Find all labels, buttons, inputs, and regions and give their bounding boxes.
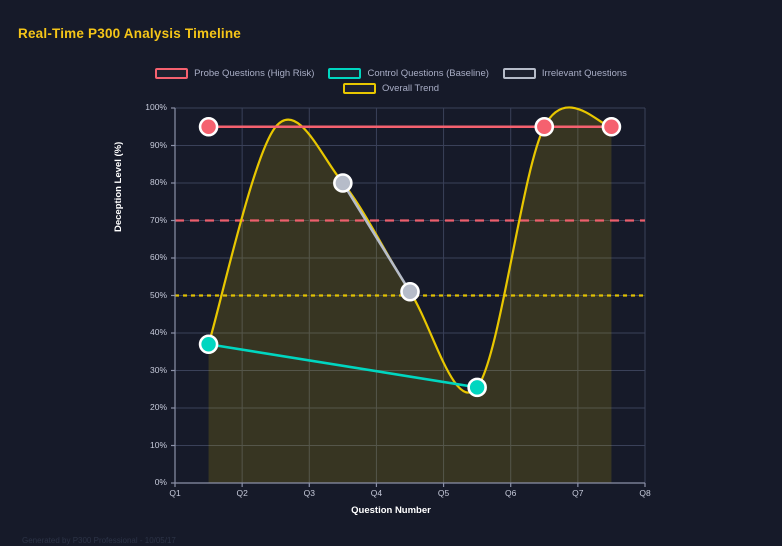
chart-legend: Probe Questions (High Risk) Control Quest… bbox=[0, 68, 782, 94]
y-axis-tick: 60% bbox=[149, 252, 167, 262]
y-axis-tick: 90% bbox=[149, 139, 167, 150]
page-title: Real-Time P300 Analysis Timeline bbox=[18, 26, 242, 41]
legend-probe[interactable]: Probe Questions (High Risk) bbox=[155, 68, 314, 79]
x-axis-tick: Q2 bbox=[236, 488, 248, 498]
data-point-control-questions-baseline[interactable] bbox=[198, 334, 219, 355]
data-point-probe-questions-high-risk[interactable] bbox=[198, 116, 219, 137]
series-line-irrelevant-questions bbox=[341, 181, 412, 294]
y-axis-tick: 100% bbox=[145, 102, 167, 112]
y-axis-tick: 80% bbox=[149, 177, 167, 187]
data-point-probe-questions-high-risk[interactable] bbox=[601, 116, 622, 137]
y-axis-tick: 20% bbox=[149, 402, 167, 412]
y-axis-tick: 70% bbox=[149, 214, 167, 225]
y-axis-tick: 40% bbox=[149, 327, 167, 337]
data-point-irrelevant-questions[interactable] bbox=[400, 281, 420, 302]
x-axis-tick: Q3 bbox=[303, 488, 315, 498]
legend-row: Overall Trend bbox=[342, 83, 440, 94]
legend-control[interactable]: Control Questions (Baseline) bbox=[328, 68, 489, 79]
legend-item-label: Control Questions (Baseline) bbox=[367, 68, 489, 79]
x-axis-tick: Q4 bbox=[370, 488, 383, 498]
legend-swatch-icon bbox=[502, 68, 536, 79]
legend-irrelevant[interactable]: Irrelevant Questions bbox=[502, 68, 627, 79]
y-axis-tick: 30% bbox=[149, 364, 167, 375]
y-axis-label: Deception Level (%) bbox=[113, 141, 124, 232]
x-axis-tick: Q6 bbox=[505, 488, 517, 498]
y-axis-tick: 50% bbox=[149, 289, 167, 300]
y-axis-tick: 10% bbox=[149, 439, 167, 450]
x-axis-tick: Q1 bbox=[169, 488, 181, 498]
legend-swatch-icon bbox=[328, 68, 362, 79]
data-point-control-questions-baseline[interactable] bbox=[467, 377, 487, 398]
data-point-probe-questions-high-risk[interactable] bbox=[534, 116, 555, 137]
legend-item-label: Overall Trend bbox=[381, 83, 440, 94]
legend-row: Probe Questions (High Risk) Control Quest… bbox=[155, 68, 627, 79]
series-line-control-questions-baseline bbox=[207, 342, 479, 389]
legend-swatch-icon bbox=[342, 83, 376, 94]
x-axis-label: Question Number bbox=[351, 505, 431, 516]
x-axis-tick: Q5 bbox=[437, 488, 450, 498]
x-axis-tick: Q7 bbox=[572, 488, 584, 498]
legend-item-label: Probe Questions (High Risk) bbox=[194, 68, 315, 79]
x-axis-tick: Q8 bbox=[639, 488, 651, 498]
footer-text: Generated by P300 Professional - 10/05/1… bbox=[22, 536, 176, 545]
legend-swatch-icon bbox=[155, 68, 189, 79]
legend-trend[interactable]: Overall Trend bbox=[342, 83, 440, 94]
legend-item-label: Irrelevant Questions bbox=[541, 68, 627, 79]
data-point-irrelevant-questions[interactable] bbox=[333, 173, 353, 193]
y-axis-tick: 0% bbox=[154, 477, 167, 487]
